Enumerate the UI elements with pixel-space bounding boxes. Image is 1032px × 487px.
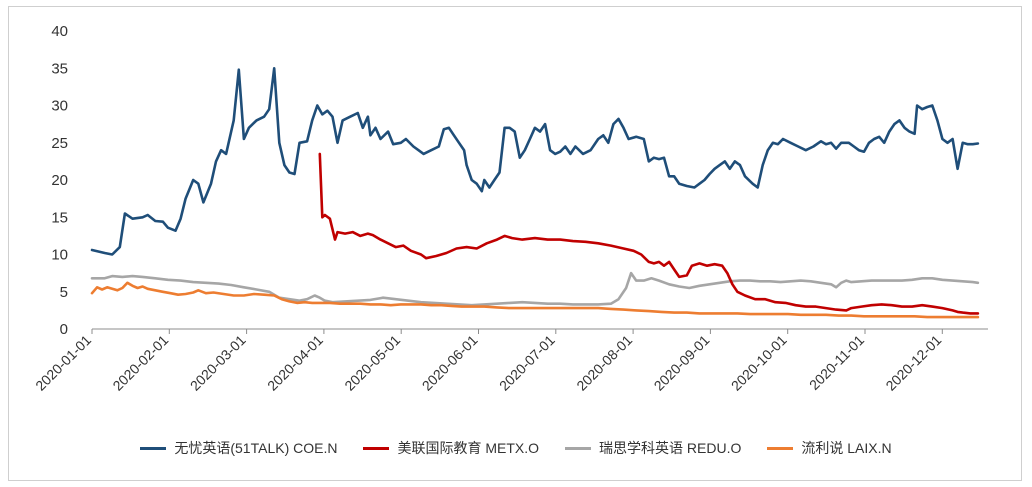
y-tick-label: 0	[60, 321, 68, 338]
y-tick-label: 5	[60, 284, 68, 301]
legend-label-coe: 无忧英语(51TALK) COE.N	[174, 440, 338, 456]
x-tick-label: 2020-03-01	[187, 332, 249, 394]
x-tick-label: 2020-08-01	[573, 332, 635, 394]
x-tick-label: 2020-09-01	[651, 332, 713, 394]
legend-label-laix: 流利说 LAIX.N	[801, 440, 892, 456]
series-line-metx	[318, 152, 980, 315]
x-tick-label: 2020-10-01	[728, 332, 790, 394]
legend-item-coe: 无忧英语(51TALK) COE.N	[140, 438, 337, 458]
legend-item-metx: 美联国际教育 METX.O	[363, 438, 539, 458]
x-tick-label: 2020-06-01	[419, 332, 481, 394]
chart-frame	[8, 6, 1022, 481]
y-tick-label: 35	[51, 60, 68, 77]
legend-label-redu: 瑞思学科英语 REDU.O	[599, 440, 742, 456]
x-tick-label: 2020-02-01	[109, 332, 171, 394]
legend-swatch-laix	[767, 446, 794, 450]
y-tick-label: 40	[51, 23, 68, 40]
legend: 无忧英语(51TALK) COE.N 美联国际教育 METX.O 瑞思学科英语 …	[0, 436, 1032, 460]
x-tick-label: 2020-11-01	[806, 332, 867, 393]
x-tick-label: 2020-12-01	[882, 332, 944, 394]
y-tick-label: 30	[51, 98, 68, 115]
series-line-coe	[90, 67, 980, 256]
series-group	[90, 67, 980, 319]
axes-group: 0 5 10 15 20 25 30 35 40 2020-01-01 2020-02-01 2020…	[32, 23, 988, 394]
y-tick-label: 10	[51, 247, 68, 264]
y-tick-label: 25	[51, 135, 68, 152]
y-tick-label: 15	[51, 209, 68, 226]
x-tick-label: 2020-04-01	[264, 332, 326, 394]
legend-swatch-metx	[363, 446, 390, 450]
x-tick-label: 2020-05-01	[341, 332, 403, 394]
legend-item-redu: 瑞思学科英语 REDU.O	[565, 438, 741, 458]
legend-swatch-coe	[140, 446, 167, 450]
y-tick-label: 20	[51, 172, 68, 189]
x-tick-label: 2020-07-01	[496, 332, 558, 394]
x-tick-label: 2020-01-01	[32, 332, 94, 394]
series-line-redu	[90, 271, 980, 307]
legend-label-metx: 美联国际教育 METX.O	[397, 440, 540, 456]
legend-swatch-redu	[565, 446, 592, 450]
series-line-laix	[90, 281, 980, 319]
legend-item-laix: 流利说 LAIX.N	[767, 438, 892, 458]
